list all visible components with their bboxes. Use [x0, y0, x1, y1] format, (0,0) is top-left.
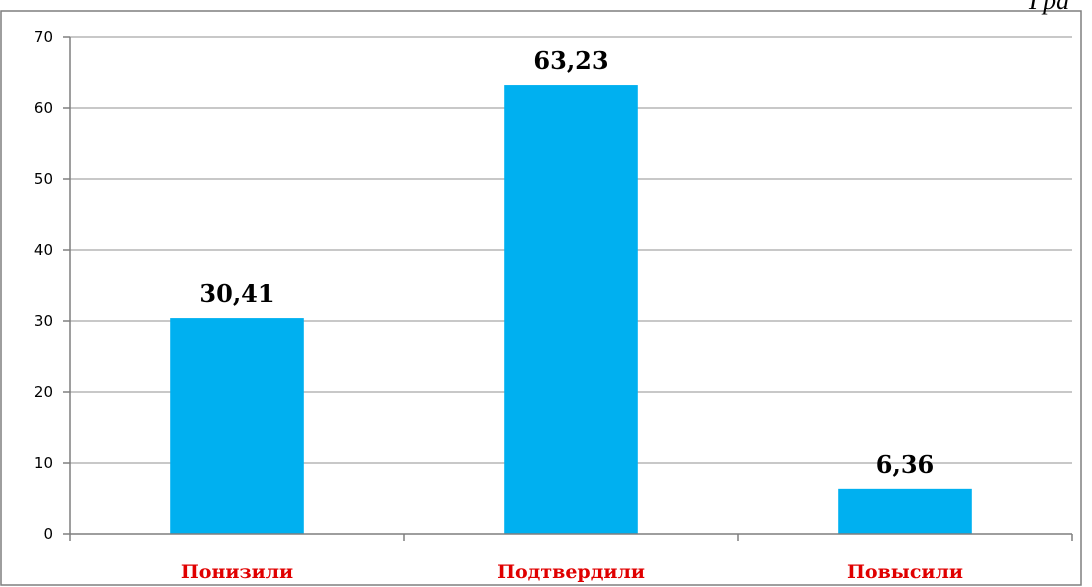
y-tick-label: 50 [34, 170, 53, 188]
corner-caption: Гра [1028, 0, 1069, 15]
bar [838, 488, 972, 534]
bar [170, 318, 304, 534]
category-label: Подтвердили [497, 561, 645, 583]
y-tick-label: 30 [34, 312, 53, 330]
bar [504, 85, 638, 534]
labels: 0 10 20 30 40 50 60 70 30,41 Понизили 63,23 Подтвер… [34, 28, 963, 583]
y-tick-label: 20 [34, 383, 53, 401]
axes [63, 36, 1073, 541]
data-label: 6,36 [876, 450, 934, 479]
category-label: Понизили [181, 561, 293, 583]
y-tick-label: 60 [34, 99, 53, 117]
data-label: 30,41 [199, 279, 274, 308]
data-label: 63,23 [533, 46, 608, 75]
bars [170, 85, 972, 534]
y-tick-label: 70 [34, 28, 53, 46]
y-tick-label: 40 [34, 241, 53, 259]
category-label: Повысили [847, 561, 963, 583]
y-tick-label: 10 [34, 454, 53, 472]
y-tick-label: 0 [43, 525, 53, 543]
